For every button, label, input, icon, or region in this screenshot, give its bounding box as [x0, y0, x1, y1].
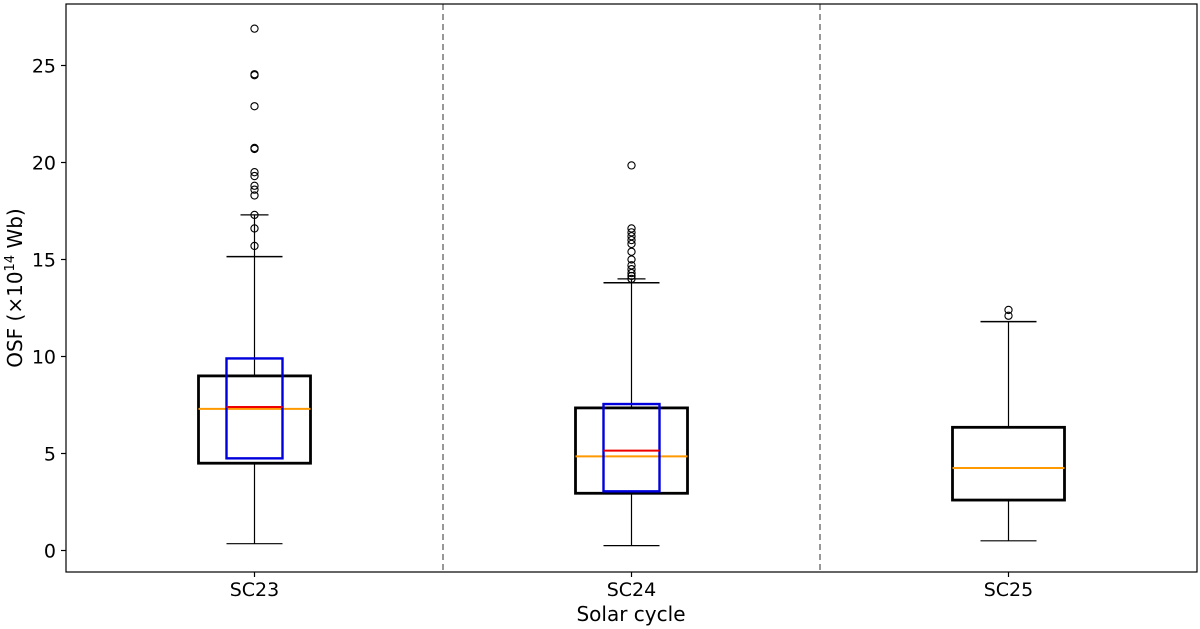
- outlier-point: [627, 268, 636, 278]
- y-axis-title: OSF (×1014 Wb): [3, 208, 27, 368]
- outlier-point: [627, 161, 636, 170]
- outlier-point: [627, 228, 636, 237]
- y-axis-title-exponent: 14: [3, 255, 18, 272]
- outlier-point: [250, 185, 259, 194]
- outlier-point: [627, 239, 636, 249]
- inner-box-group-sc23: [225, 357, 284, 460]
- outlier-point: [250, 191, 259, 200]
- y-tick-label: 10: [32, 347, 56, 369]
- x-axis-title: Solar cycle: [576, 602, 685, 626]
- inner-box-group-sc24: [602, 402, 661, 493]
- outlier-point: [250, 168, 259, 177]
- outlier-point: [627, 247, 636, 256]
- box-iqr: [574, 406, 689, 495]
- x-tick-label: SC25: [984, 579, 1034, 601]
- outlier-point: [627, 261, 636, 270]
- outlier-point: [250, 102, 259, 111]
- y-axis: 0 5 10 15 20 25: [32, 56, 66, 563]
- outlier-point: [627, 274, 636, 284]
- outlier-point: [250, 224, 259, 233]
- x-axis: SC23 SC24 SC25: [230, 572, 1034, 601]
- y-axis-title-main: OSF (×10: [3, 271, 27, 367]
- outlier-point: [627, 255, 636, 264]
- box-plots: [197, 24, 1066, 547]
- outlier-point: [250, 24, 259, 33]
- cycle-separators: [442, 4, 821, 572]
- x-tick-label: SC24: [607, 579, 657, 601]
- outlier-point: [250, 143, 259, 153]
- outlier-point: [250, 171, 259, 181]
- y-tick-label: 25: [32, 56, 56, 78]
- outlier-point: [250, 241, 259, 251]
- outlier-point: [1004, 311, 1013, 320]
- outlier-point: [627, 232, 636, 241]
- outlier-point: [627, 265, 636, 274]
- inner-box-iqr: [602, 402, 661, 493]
- y-tick-label: 5: [44, 444, 56, 466]
- box-group-sc23: [197, 24, 312, 545]
- x-tick-label: SC23: [230, 579, 280, 601]
- outlier-point: [250, 210, 259, 220]
- outlier-point: [250, 70, 259, 79]
- box-group-sc24: [574, 161, 689, 547]
- outlier-point: [627, 224, 636, 233]
- box-iqr: [951, 425, 1066, 502]
- outlier-point: [627, 235, 636, 245]
- y-tick-label: 20: [32, 153, 56, 175]
- y-axis-title-unit: Wb): [3, 208, 27, 255]
- outlier-point: [1004, 305, 1013, 315]
- y-tick-label: 15: [32, 250, 56, 272]
- plot-frame: [65, 3, 1198, 573]
- y-tick-label: 0: [44, 541, 56, 563]
- box-group-sc25: [951, 305, 1066, 542]
- outlier-point: [250, 181, 259, 190]
- inner-box-iqr: [225, 357, 284, 460]
- box-iqr: [197, 374, 312, 465]
